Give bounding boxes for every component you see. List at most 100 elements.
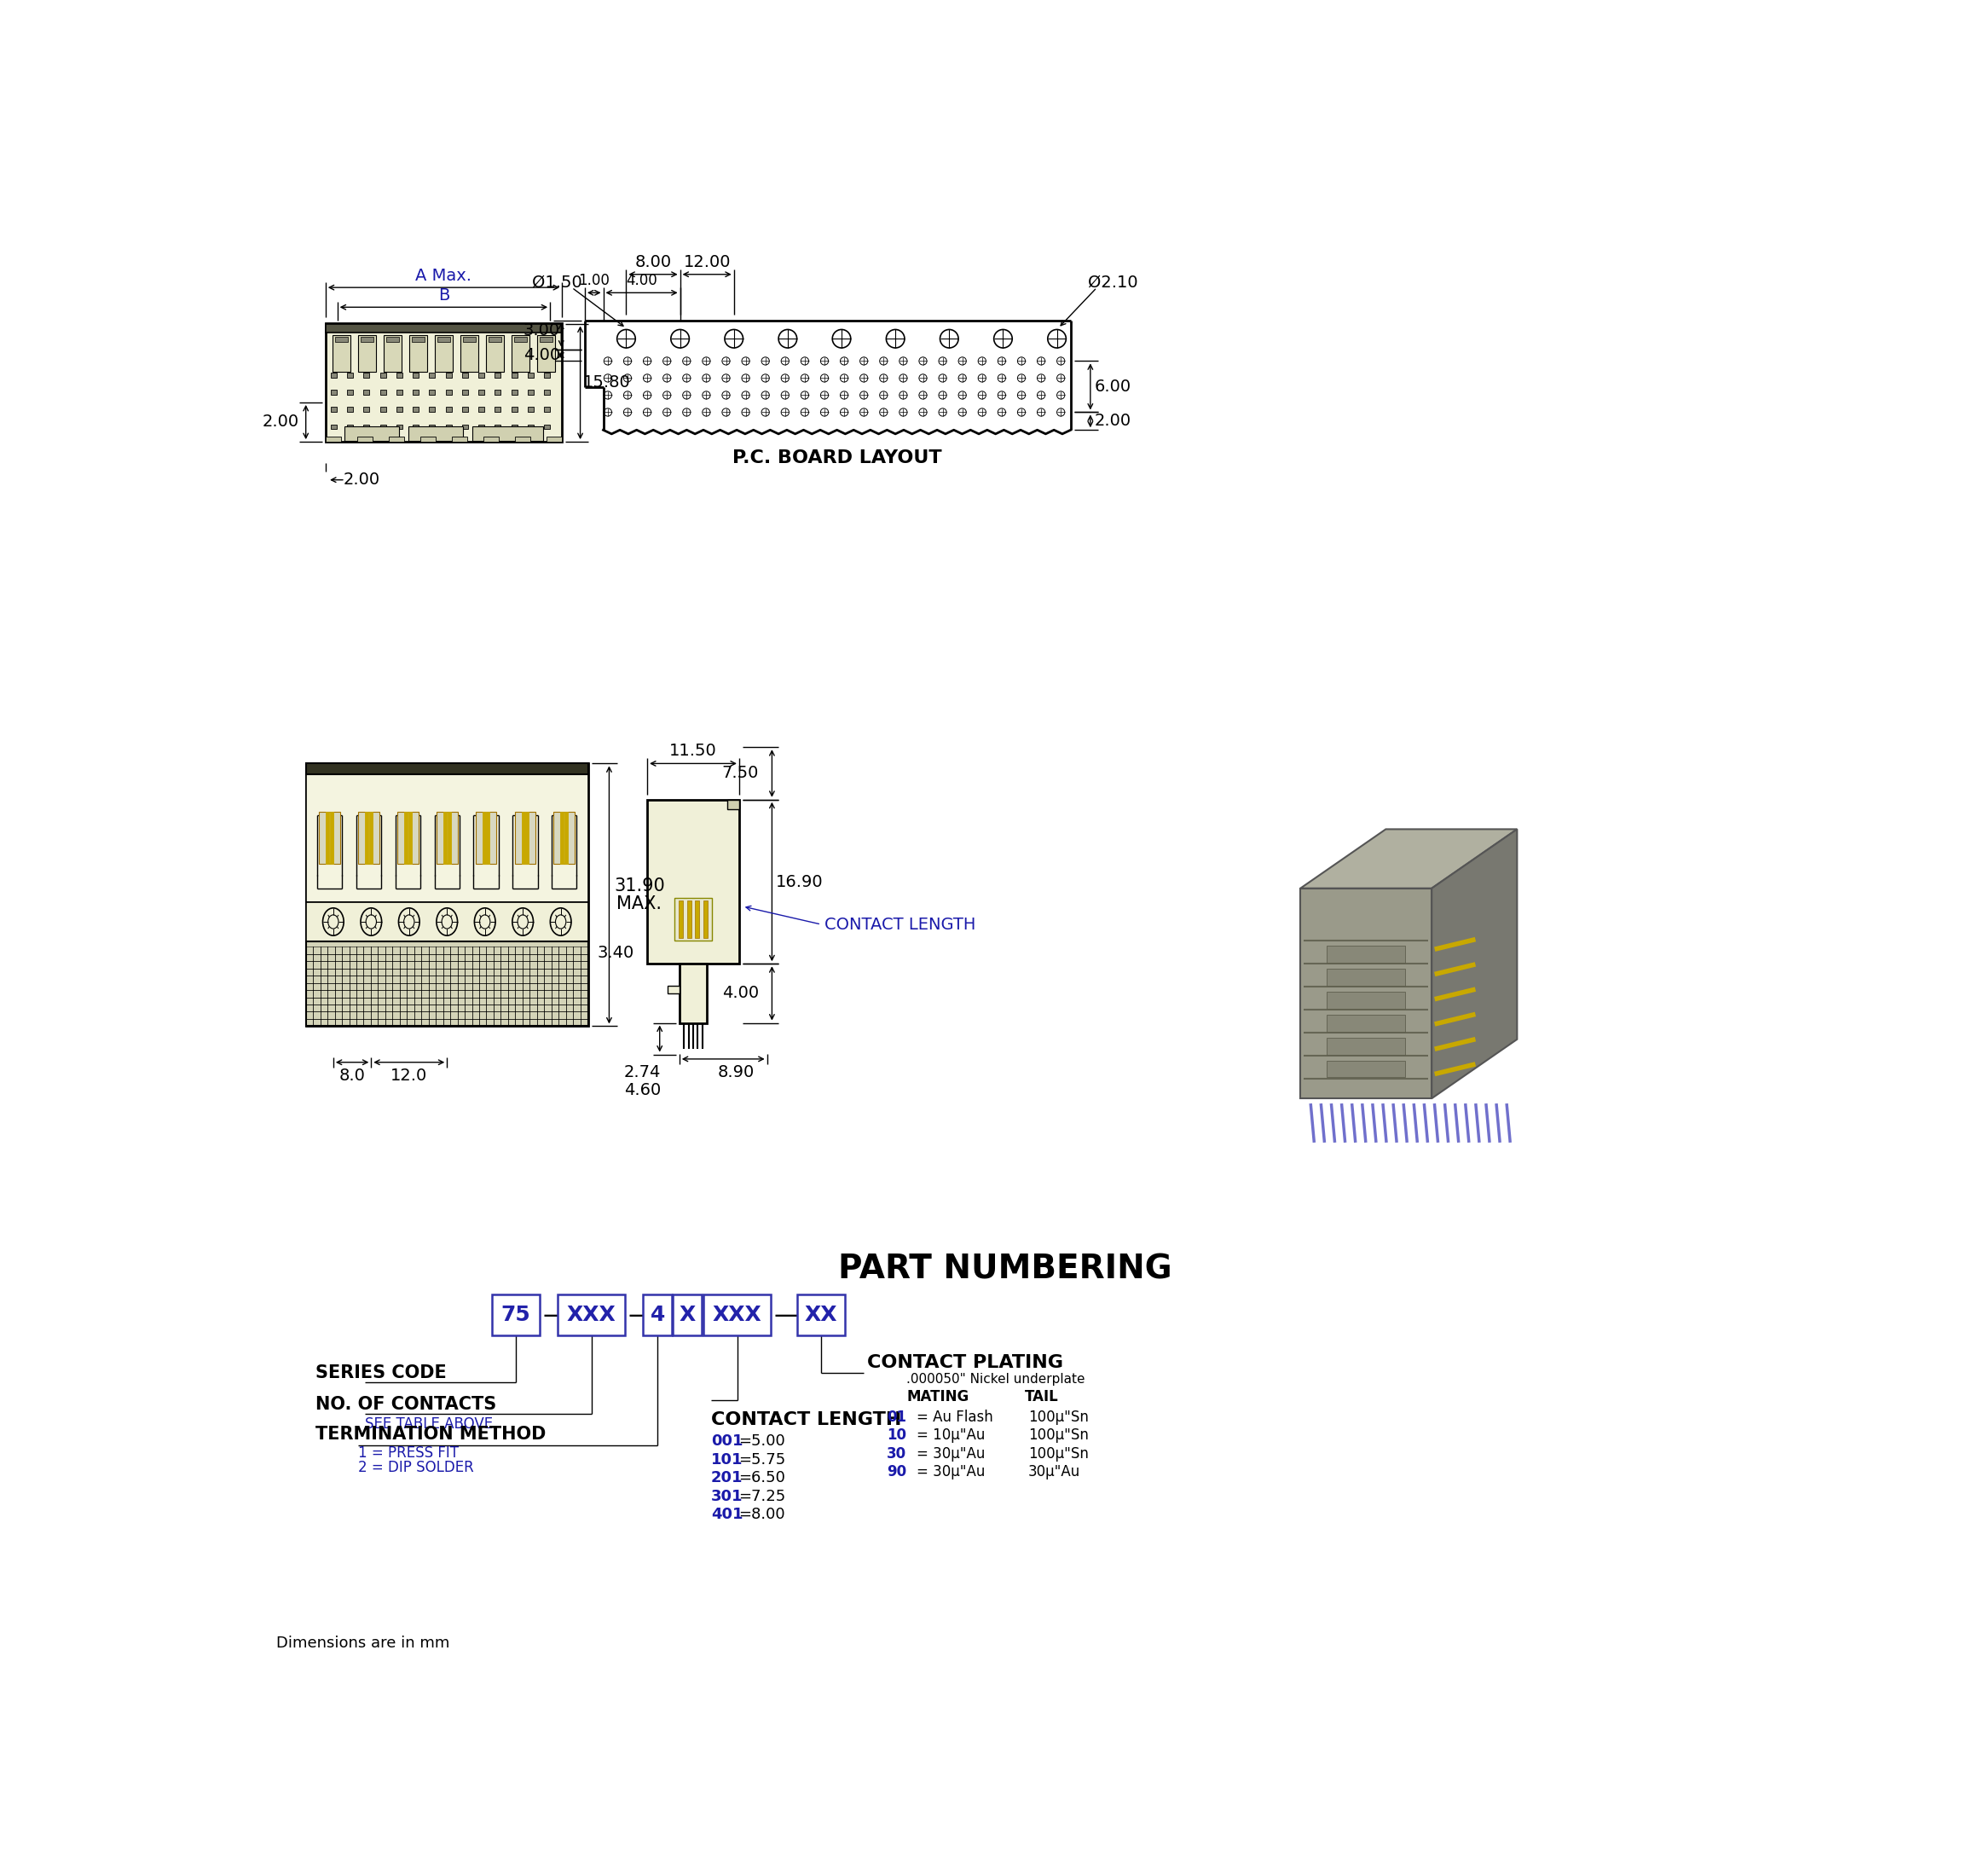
Text: 90: 90 [886, 1465, 906, 1480]
Text: SEE TABLE ABOVE: SEE TABLE ABOVE [365, 1416, 492, 1431]
Bar [1328, 1037, 1406, 1054]
Bar [420, 437, 435, 441]
Bar [461, 334, 478, 371]
Bar [647, 799, 739, 964]
Text: = Au Flash: = Au Flash [916, 1409, 992, 1424]
Text: —: — [628, 1302, 653, 1328]
Text: MAX.: MAX. [618, 895, 663, 912]
Bar [512, 424, 518, 430]
Text: Dimensions are in mm: Dimensions are in mm [277, 1636, 449, 1651]
Bar [331, 424, 337, 430]
Bar [437, 812, 457, 865]
Bar [528, 424, 533, 430]
Bar [445, 424, 451, 430]
Bar [451, 437, 467, 441]
Bar [478, 407, 484, 411]
Bar [396, 390, 402, 394]
Bar [306, 764, 588, 775]
Bar [486, 334, 504, 371]
Bar [345, 426, 398, 441]
Bar [543, 424, 549, 430]
Bar [494, 373, 500, 377]
Text: = 10μ"Au: = 10μ"Au [916, 1428, 984, 1443]
Text: 8.0: 8.0 [339, 1067, 365, 1084]
Text: 1 = PRESS FIT: 1 = PRESS FIT [359, 1445, 459, 1461]
Text: 100μ"Sn: 100μ"Sn [1028, 1409, 1088, 1424]
Bar [382, 334, 402, 371]
Text: 11.50: 11.50 [669, 743, 718, 758]
Bar [543, 407, 549, 411]
Bar [363, 424, 369, 430]
Text: 2.00: 2.00 [263, 415, 300, 430]
Bar [331, 390, 337, 394]
Text: =6.50: =6.50 [739, 1471, 784, 1486]
Bar [494, 407, 500, 411]
Bar [478, 373, 484, 377]
Text: =5.00: =5.00 [739, 1433, 784, 1448]
Bar [537, 334, 555, 371]
Bar [463, 424, 469, 430]
FancyBboxPatch shape [492, 1294, 539, 1336]
Bar [396, 424, 402, 430]
Bar [728, 799, 739, 809]
Bar [347, 390, 353, 394]
Text: NO. OF CONTACTS: NO. OF CONTACTS [316, 1396, 496, 1413]
Bar [1328, 1015, 1406, 1032]
Text: =8.00: =8.00 [739, 1506, 784, 1521]
Bar [494, 390, 500, 394]
Text: 8.90: 8.90 [718, 1064, 755, 1081]
Text: 3.40: 3.40 [598, 946, 633, 961]
Bar [347, 373, 353, 377]
Polygon shape [1300, 889, 1432, 1099]
Bar [543, 373, 549, 377]
Text: 16.90: 16.90 [777, 874, 824, 889]
Bar [320, 812, 341, 865]
Text: P.C. BOARD LAYOUT: P.C. BOARD LAYOUT [731, 450, 941, 467]
Bar [388, 437, 404, 441]
Text: 100μ"Sn: 100μ"Sn [1028, 1428, 1088, 1443]
Text: 7.50: 7.50 [722, 765, 759, 782]
Text: XXX: XXX [567, 1306, 616, 1324]
Text: 2.74: 2.74 [624, 1064, 661, 1081]
Text: 1.00: 1.00 [578, 274, 610, 289]
Bar [363, 390, 369, 394]
Bar [306, 942, 588, 1026]
Bar [494, 424, 500, 430]
Bar [414, 407, 420, 411]
Bar [398, 812, 418, 865]
Text: 8.00: 8.00 [635, 255, 671, 270]
Text: 3.00: 3.00 [524, 323, 561, 338]
Text: 2.00: 2.00 [343, 471, 380, 488]
Bar [347, 424, 353, 430]
Text: 30: 30 [886, 1446, 906, 1461]
Bar [414, 373, 420, 377]
Bar [1328, 970, 1406, 985]
Text: CONTACT LENGTH: CONTACT LENGTH [824, 915, 977, 932]
Bar [514, 338, 528, 341]
Bar [445, 407, 451, 411]
Text: B: B [437, 287, 449, 304]
Polygon shape [1300, 829, 1518, 889]
Bar [363, 407, 369, 411]
Text: 301: 301 [712, 1490, 743, 1505]
Bar [512, 407, 518, 411]
Text: MATING: MATING [906, 1390, 969, 1405]
Bar [396, 407, 402, 411]
Bar [463, 338, 477, 341]
FancyBboxPatch shape [673, 1294, 702, 1336]
Bar [410, 334, 427, 371]
Bar [331, 334, 351, 371]
Bar [306, 764, 588, 1026]
Bar [306, 775, 588, 902]
Text: 4.60: 4.60 [624, 1082, 661, 1099]
Bar [475, 812, 496, 865]
Bar [478, 424, 484, 430]
Bar [357, 334, 377, 371]
Bar [528, 373, 533, 377]
Text: —: — [773, 1302, 800, 1328]
Bar [545, 437, 563, 441]
FancyBboxPatch shape [643, 1294, 673, 1336]
Text: =5.75: =5.75 [739, 1452, 786, 1467]
FancyBboxPatch shape [559, 1294, 626, 1336]
Text: —: — [543, 1302, 569, 1328]
